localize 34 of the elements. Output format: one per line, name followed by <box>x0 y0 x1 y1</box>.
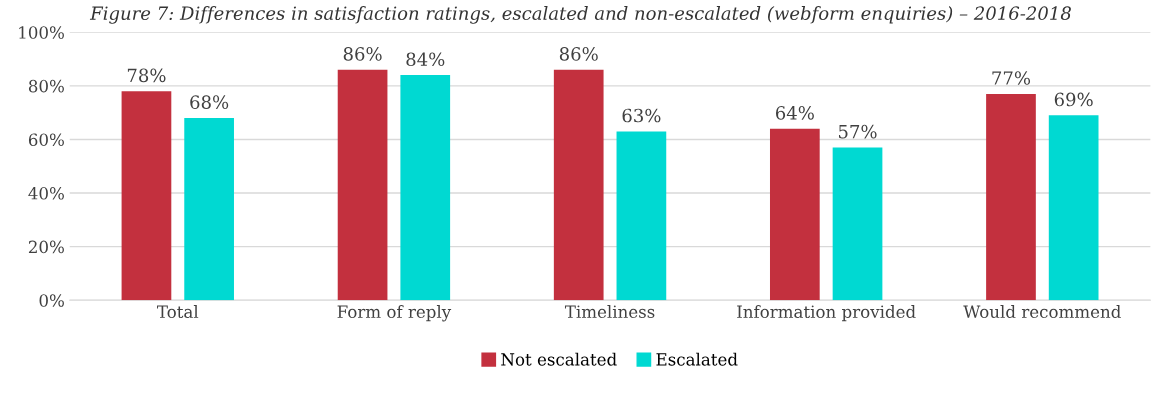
bar <box>184 118 234 301</box>
y-tick-label: 100% <box>19 26 64 39</box>
data-label: 68% <box>190 95 229 109</box>
data-label: 69% <box>1054 92 1093 107</box>
y-tick-label: 60% <box>28 133 64 147</box>
bar <box>337 69 388 301</box>
data-label: 57% <box>838 124 877 139</box>
data-label: 63% <box>622 108 661 123</box>
data-label: 86% <box>559 47 598 61</box>
legend-label: Escalated <box>656 352 738 366</box>
x-tick-label: Timeliness <box>564 305 655 318</box>
bar <box>616 131 667 301</box>
bar <box>986 93 1036 301</box>
bar <box>1048 115 1099 301</box>
bar <box>400 75 451 301</box>
y-tick-label: 80% <box>28 79 64 93</box>
y-tick-label: 0% <box>39 294 64 307</box>
x-tick-label: Form of reply <box>337 305 452 322</box>
x-tick-label: Total <box>157 305 199 318</box>
bar <box>832 147 883 301</box>
data-label: 64% <box>775 106 814 120</box>
bar <box>769 128 820 301</box>
chart-title: Figure 7: Differences in satisfaction ratings, escalated and non-escalated (webform enquiries) – 2016-2018 <box>89 6 1071 24</box>
y-tick-label: 20% <box>28 240 64 254</box>
legend-label: Not escalated <box>501 352 617 366</box>
y-tick-label: 40% <box>28 187 64 200</box>
x-tick-label: Would recommend <box>963 305 1121 318</box>
x-tick-label: Information provided <box>737 305 916 322</box>
data-label: 78% <box>127 68 166 83</box>
data-label: 84% <box>406 52 445 67</box>
bar <box>121 91 172 301</box>
bar <box>553 69 604 301</box>
data-label: 77% <box>992 71 1031 85</box>
data-label: 86% <box>343 47 382 61</box>
